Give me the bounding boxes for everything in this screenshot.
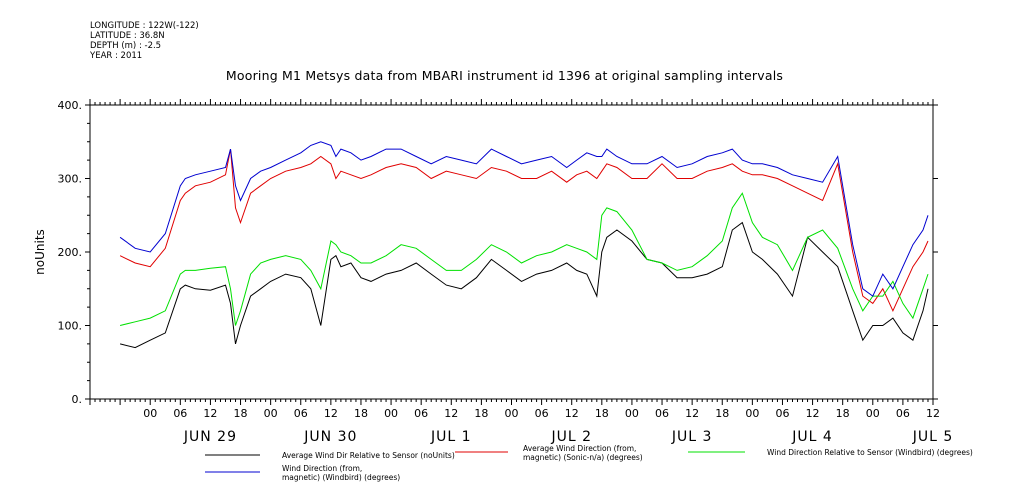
series-line-2 <box>119 149 929 313</box>
legend-entry: magnetic) (Windbird) (degrees) <box>282 473 400 482</box>
x-tick-label: 06 <box>775 407 789 420</box>
x-tick-label: 12 <box>203 407 217 420</box>
x-day-label: JUN 29 <box>183 429 237 445</box>
x-day-label: JUL 2 <box>550 429 592 445</box>
year-label: YEAR : 2011 <box>90 51 143 61</box>
x-day-label: JUL 3 <box>671 429 713 445</box>
x-tick-label: 00 <box>384 407 398 420</box>
x-tick-label: 00 <box>745 407 759 420</box>
series-line-1 <box>119 221 929 349</box>
metadata-block: LONGITUDE : 122W(-122) LATITUDE : 36.8N … <box>90 21 199 61</box>
y-tick-label: 0. <box>72 393 83 406</box>
x-day-label: JUN 30 <box>303 429 357 445</box>
x-tick-label: 12 <box>926 407 940 420</box>
y-tick-label: 100. <box>58 320 83 333</box>
y-tick-label: 400. <box>58 99 83 112</box>
x-tick-label: 12 <box>685 407 699 420</box>
longitude-label: LONGITUDE : 122W(-122) <box>90 21 199 31</box>
x-tick-label: 00 <box>866 407 880 420</box>
x-tick-label: 06 <box>414 407 428 420</box>
x-tick-label: 18 <box>715 407 729 420</box>
x-tick-label: 18 <box>354 407 368 420</box>
x-tick-label: 00 <box>143 407 157 420</box>
x-tick-label: 00 <box>505 407 519 420</box>
y-tick-label: 300. <box>58 173 83 186</box>
x-tick-label: 06 <box>535 407 549 420</box>
x-tick-label: 12 <box>806 407 820 420</box>
x-tick-label: 18 <box>234 407 248 420</box>
legend-entry: Average Wind Dir Relative to Sensor (noU… <box>282 451 455 460</box>
y-axis-label: noUnits <box>33 229 47 275</box>
x-tick-label: 12 <box>444 407 458 420</box>
legend-entry: magnetic) (Sonic-n/a) (degrees) <box>523 453 643 462</box>
depth-label: DEPTH (m) : -2.5 <box>90 41 162 51</box>
x-tick-label: 00 <box>625 407 639 420</box>
legend-entry: Wind Direction Relative to Sensor (Windb… <box>767 448 973 457</box>
x-tick-label: 06 <box>294 407 308 420</box>
x-tick-label: 18 <box>474 407 488 420</box>
x-tick-label: 18 <box>836 407 850 420</box>
legend-entry: Average Wind Direction (from, <box>523 444 636 453</box>
x-day-label: JUL 4 <box>791 429 833 445</box>
x-day-label: JUL 5 <box>912 429 954 445</box>
legend-entry: Wind Direction (from, <box>282 464 362 473</box>
x-day-label: JUL 1 <box>430 429 472 445</box>
x-tick-label: 12 <box>565 407 579 420</box>
x-tick-label: 00 <box>264 407 278 420</box>
latitude-label: LATITUDE : 36.8N <box>90 31 165 41</box>
y-tick-label: 200. <box>58 246 83 259</box>
series-line-3 <box>119 192 929 326</box>
x-tick-label: 06 <box>655 407 669 420</box>
x-tick-label: 12 <box>324 407 338 420</box>
chart-title: Mooring M1 Metsys data from MBARI instru… <box>225 68 784 83</box>
series-line-4 <box>119 141 929 297</box>
x-tick-label: 06 <box>896 407 910 420</box>
x-tick-label: 18 <box>595 407 609 420</box>
x-tick-label: 06 <box>173 407 187 420</box>
plot-frame <box>89 104 934 400</box>
